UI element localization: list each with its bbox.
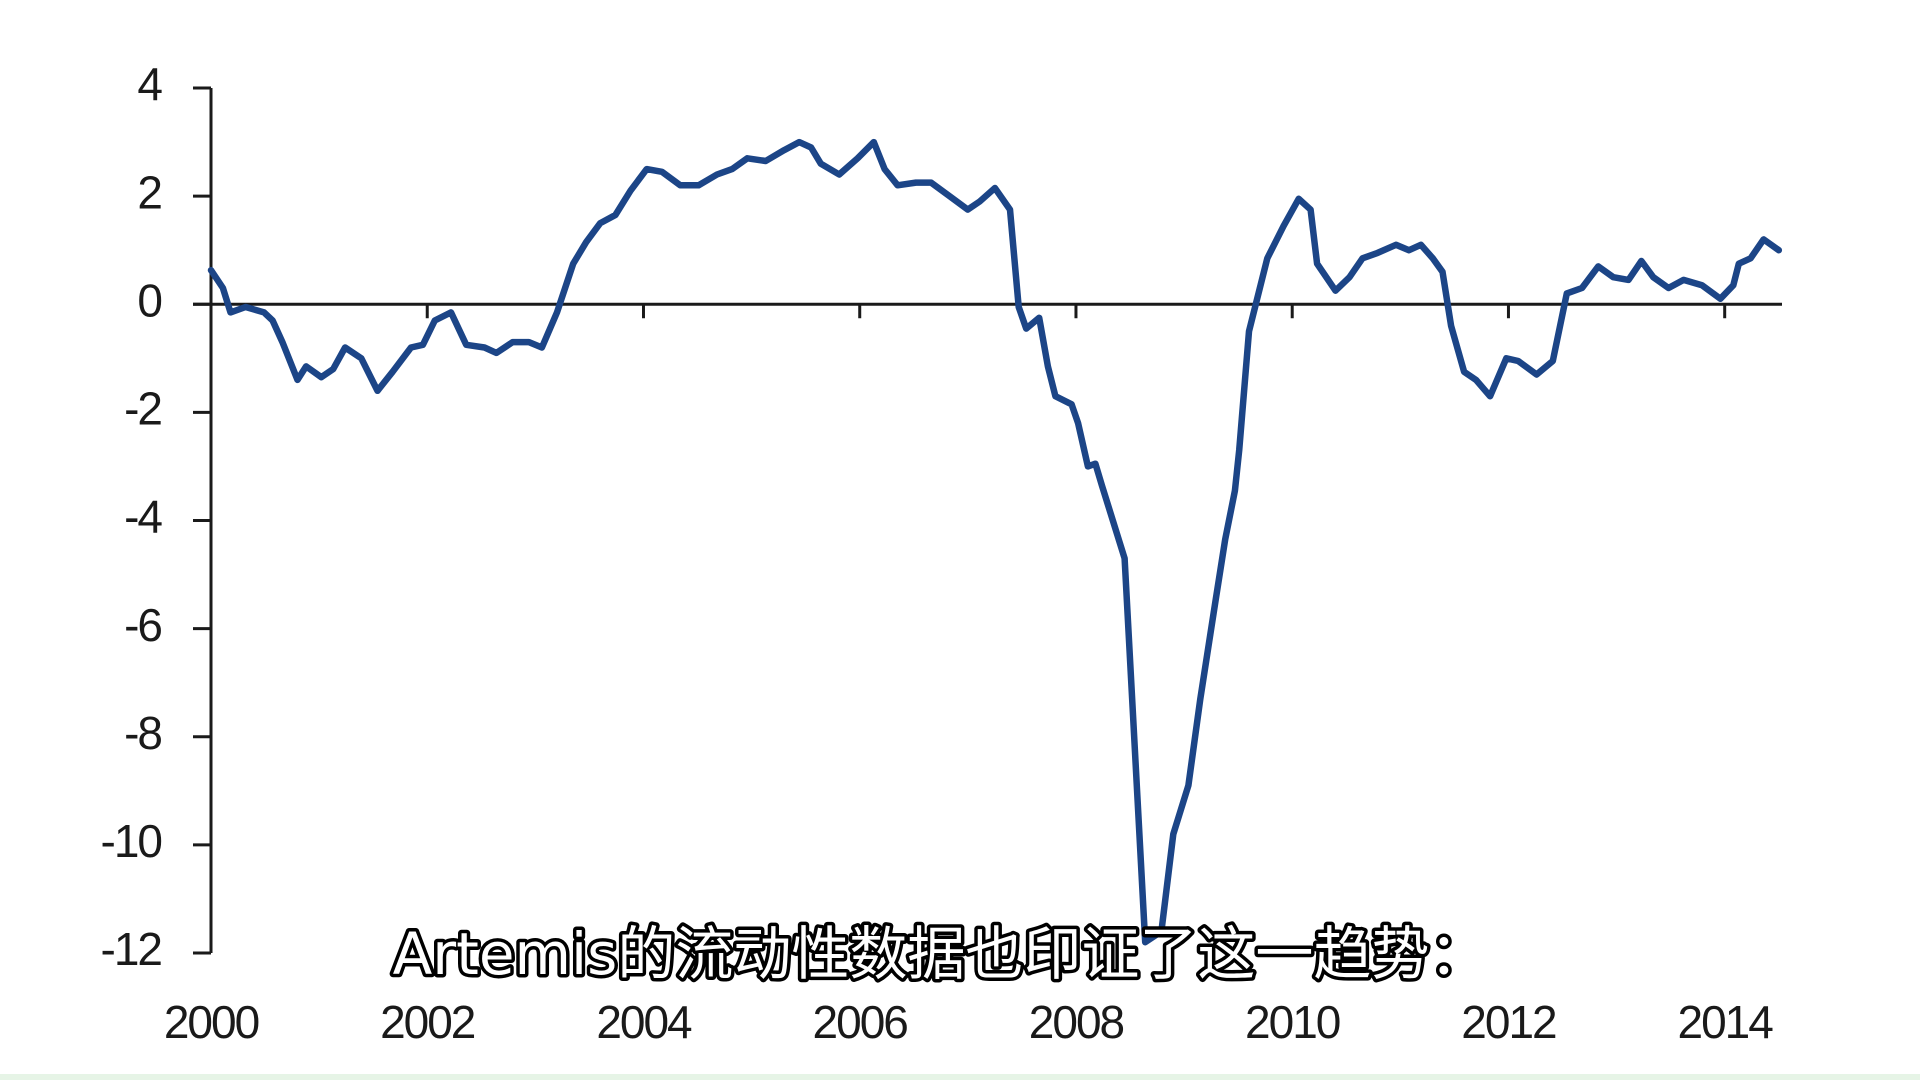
- y-tick-label: 0: [137, 274, 161, 326]
- y-tick-label: 4: [137, 58, 162, 110]
- y-tick-label: -8: [124, 707, 161, 759]
- x-tick-label: 2006: [813, 996, 908, 1048]
- y-tick-label: -4: [124, 491, 162, 543]
- y-tick-label: -10: [101, 815, 162, 867]
- x-tick-label: 2012: [1461, 996, 1556, 1048]
- x-tick-label: 2004: [596, 996, 692, 1048]
- y-tick-label: -2: [124, 383, 161, 435]
- x-tick-label: 2014: [1678, 996, 1774, 1048]
- bottom-strip: [0, 1074, 1920, 1080]
- subtitle-caption: Artemis的流动性数据也印证了这一趋势：: [393, 920, 1488, 988]
- x-tick-label: 2000: [164, 996, 259, 1048]
- y-tick-label: -6: [124, 599, 161, 651]
- x-tick-label: 2002: [380, 996, 475, 1048]
- x-tick-label: 2008: [1029, 996, 1124, 1048]
- x-tick-label: 2010: [1245, 996, 1340, 1048]
- y-tick-label: -12: [101, 923, 162, 975]
- data-line: [207, 138, 1783, 946]
- y-tick-label: 2: [137, 166, 161, 218]
